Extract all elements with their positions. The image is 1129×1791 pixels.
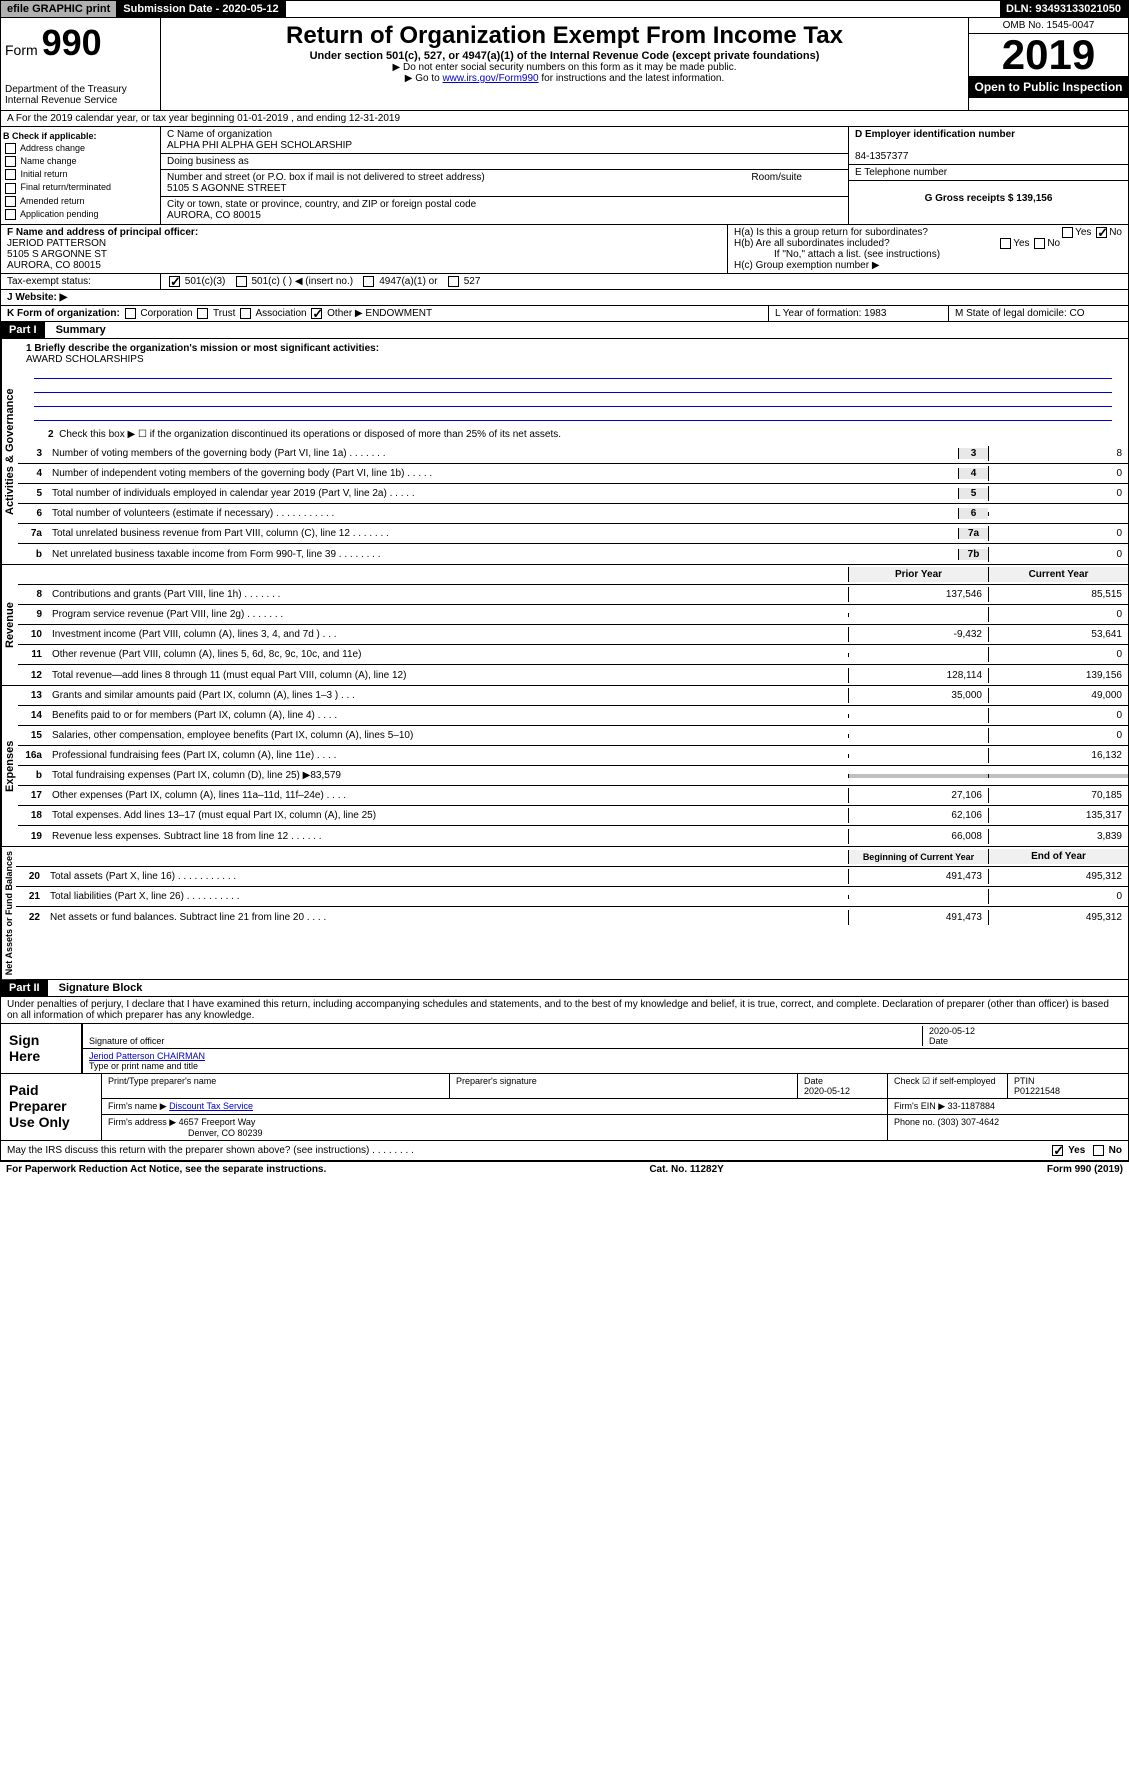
part1-header: Part I Summary: [0, 322, 1129, 339]
period-row: A For the 2019 calendar year, or tax yea…: [0, 111, 1129, 127]
exp-row-19: 19Revenue less expenses. Subtract line 1…: [18, 826, 1128, 846]
dept-treasury: Department of the Treasury: [5, 84, 156, 95]
year-formation: L Year of formation: 1983: [768, 306, 948, 321]
form-title: Return of Organization Exempt From Incom…: [165, 22, 964, 50]
501c3-checkbox[interactable]: [169, 276, 180, 287]
hb-yes-checkbox[interactable]: [1000, 238, 1011, 249]
gov-row-3: 3Number of voting members of the governi…: [18, 444, 1128, 464]
expenses-section: Expenses 13Grants and similar amounts pa…: [0, 686, 1129, 847]
gross-receipts: G Gross receipts $ 139,156: [925, 193, 1053, 204]
exp-row-18: 18Total expenses. Add lines 13–17 (must …: [18, 806, 1128, 826]
net-row-22: 22Net assets or fund balances. Subtract …: [16, 907, 1128, 927]
exp-row-16a: 16aProfessional fundraising fees (Part I…: [18, 746, 1128, 766]
checkbox-amended-return: Amended return: [3, 196, 158, 207]
irs-label: Internal Revenue Service: [5, 95, 156, 106]
discuss-yes-checkbox[interactable]: [1052, 1145, 1063, 1156]
rev-row-11: 11Other revenue (Part VIII, column (A), …: [18, 645, 1128, 665]
ha-no-checkbox[interactable]: [1096, 227, 1107, 238]
gov-row-4: 4Number of independent voting members of…: [18, 464, 1128, 484]
exp-row-17: 17Other expenses (Part IX, column (A), l…: [18, 786, 1128, 806]
section-abcde: B Check if applicable: Address change Na…: [0, 127, 1129, 225]
state-domicile: M State of legal domicile: CO: [948, 306, 1128, 321]
submission-date: Submission Date - 2020-05-12: [117, 1, 285, 17]
governance-section: Activities & Governance 1 Briefly descri…: [0, 339, 1129, 565]
goto-note: ▶ Go to www.irs.gov/Form990 for instruct…: [165, 73, 964, 84]
firm-name-link[interactable]: Discount Tax Service: [169, 1101, 253, 1111]
section-c: C Name of organizationALPHA PHI ALPHA GE…: [161, 127, 848, 224]
gov-row-b: bNet unrelated business taxable income f…: [18, 544, 1128, 564]
assoc-checkbox[interactable]: [240, 308, 251, 319]
checkbox-application-pending: Application pending: [3, 209, 158, 220]
exp-row-15: 15Salaries, other compensation, employee…: [18, 726, 1128, 746]
rev-row-12: 12Total revenue—add lines 8 through 11 (…: [18, 665, 1128, 685]
section-b: B Check if applicable: Address change Na…: [1, 127, 161, 224]
corp-checkbox[interactable]: [125, 308, 136, 319]
rev-row-9: 9Program service revenue (Part VIII, lin…: [18, 605, 1128, 625]
footer: For Paperwork Reduction Act Notice, see …: [0, 1161, 1129, 1177]
org-city: AURORA, CO 80015: [167, 210, 261, 221]
ssn-note: ▶ Do not enter social security numbers o…: [165, 62, 964, 73]
org-name: ALPHA PHI ALPHA GEH SCHOLARSHIP: [167, 140, 352, 151]
checkbox-name-change: Name change: [3, 156, 158, 167]
527-checkbox[interactable]: [448, 276, 459, 287]
ein: 84-1357377: [855, 151, 908, 162]
tax-exempt-row: Tax-exempt status: 501(c)(3) 501(c) ( ) …: [0, 274, 1129, 290]
net-row-21: 21Total liabilities (Part X, line 26) . …: [16, 887, 1128, 907]
exp-row-13: 13Grants and similar amounts paid (Part …: [18, 686, 1128, 706]
ha-yes-checkbox[interactable]: [1062, 227, 1073, 238]
section-f: F Name and address of principal officer:…: [1, 225, 728, 273]
preparer-section: Paid Preparer Use Only Print/Type prepar…: [0, 1074, 1129, 1141]
exp-row-b: bTotal fundraising expenses (Part IX, co…: [18, 766, 1128, 786]
checkbox-final-return-terminated: Final return/terminated: [3, 182, 158, 193]
section-h: H(a) Is this a group return for subordin…: [728, 225, 1128, 273]
section-klm: K Form of organization: Corporation Trus…: [0, 306, 1129, 322]
discuss-no-checkbox[interactable]: [1093, 1145, 1104, 1156]
exp-row-14: 14Benefits paid to or for members (Part …: [18, 706, 1128, 726]
gov-row-6: 6Total number of volunteers (estimate if…: [18, 504, 1128, 524]
netassets-section: Net Assets or Fund Balances Beginning of…: [0, 847, 1129, 980]
website-row: J Website: ▶: [0, 290, 1129, 306]
checkbox-address-change: Address change: [3, 143, 158, 154]
part2-header: Part II Signature Block: [0, 980, 1129, 997]
rev-row-8: 8Contributions and grants (Part VIII, li…: [18, 585, 1128, 605]
efile-button[interactable]: efile GRAPHIC print: [1, 1, 117, 17]
top-bar: efile GRAPHIC print Submission Date - 20…: [0, 0, 1129, 18]
form-header: Form 990 Department of the Treasury Inte…: [0, 18, 1129, 111]
other-checkbox[interactable]: [311, 308, 322, 319]
org-address: 5105 S AGONNE STREET: [167, 183, 287, 194]
section-fh: F Name and address of principal officer:…: [0, 225, 1129, 274]
dln: DLN: 93493133021050: [1000, 1, 1128, 17]
sign-section: Sign Here Signature of officer 2020-05-1…: [0, 1024, 1129, 1074]
gov-row-7a: 7aTotal unrelated business revenue from …: [18, 524, 1128, 544]
officer-name-link[interactable]: Jeriod Patterson CHAIRMAN: [89, 1051, 205, 1061]
hb-no-checkbox[interactable]: [1034, 238, 1045, 249]
form-number: Form 990: [5, 22, 156, 64]
open-public-badge: Open to Public Inspection: [969, 76, 1128, 98]
revenue-section: Revenue Prior Year Current Year 8Contrib…: [0, 565, 1129, 686]
rev-row-10: 10Investment income (Part VIII, column (…: [18, 625, 1128, 645]
net-row-20: 20Total assets (Part X, line 16) . . . .…: [16, 867, 1128, 887]
form990-link[interactable]: www.irs.gov/Form990: [442, 73, 538, 84]
declaration: Under penalties of perjury, I declare th…: [0, 997, 1129, 1024]
gov-row-5: 5Total number of individuals employed in…: [18, 484, 1128, 504]
checkbox-initial-return: Initial return: [3, 169, 158, 180]
mission-text: AWARD SCHOLARSHIPS: [26, 354, 144, 365]
trust-checkbox[interactable]: [197, 308, 208, 319]
4947-checkbox[interactable]: [363, 276, 374, 287]
tax-year: 2019: [969, 34, 1128, 76]
discuss-row: May the IRS discuss this return with the…: [0, 1141, 1129, 1161]
form-subtitle: Under section 501(c), 527, or 4947(a)(1)…: [165, 50, 964, 62]
section-d: D Employer identification number84-13573…: [848, 127, 1128, 224]
501c-checkbox[interactable]: [236, 276, 247, 287]
